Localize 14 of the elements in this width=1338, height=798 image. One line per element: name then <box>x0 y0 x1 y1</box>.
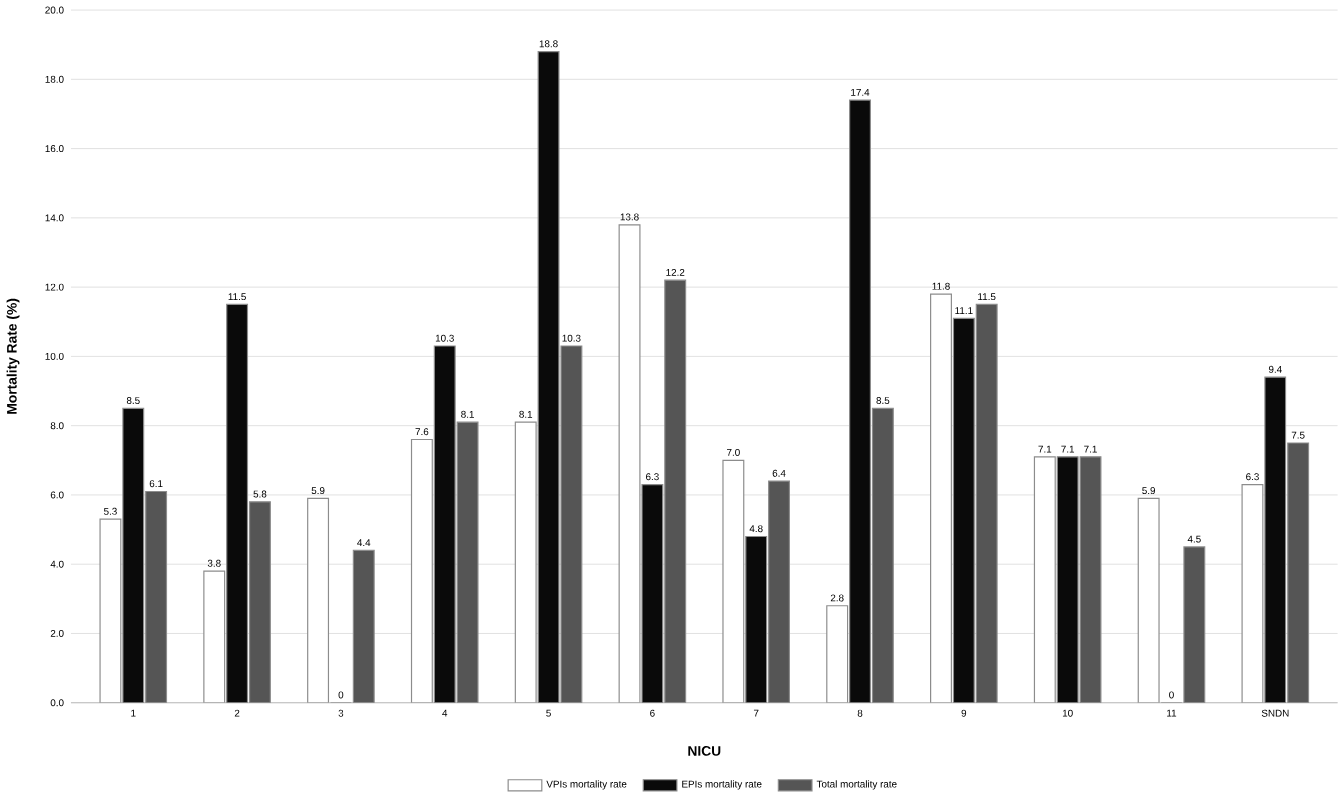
bar <box>952 317 975 703</box>
bar <box>1137 497 1160 703</box>
bar <box>641 483 664 703</box>
bar <box>849 99 871 703</box>
bar <box>1264 376 1287 703</box>
bar <box>307 497 330 703</box>
bar <box>745 535 768 703</box>
bar <box>537 50 560 703</box>
bar <box>433 345 456 703</box>
bar <box>122 407 145 703</box>
bar <box>1056 456 1079 703</box>
bar <box>226 303 249 703</box>
bar <box>352 549 375 703</box>
bar <box>1183 546 1206 703</box>
